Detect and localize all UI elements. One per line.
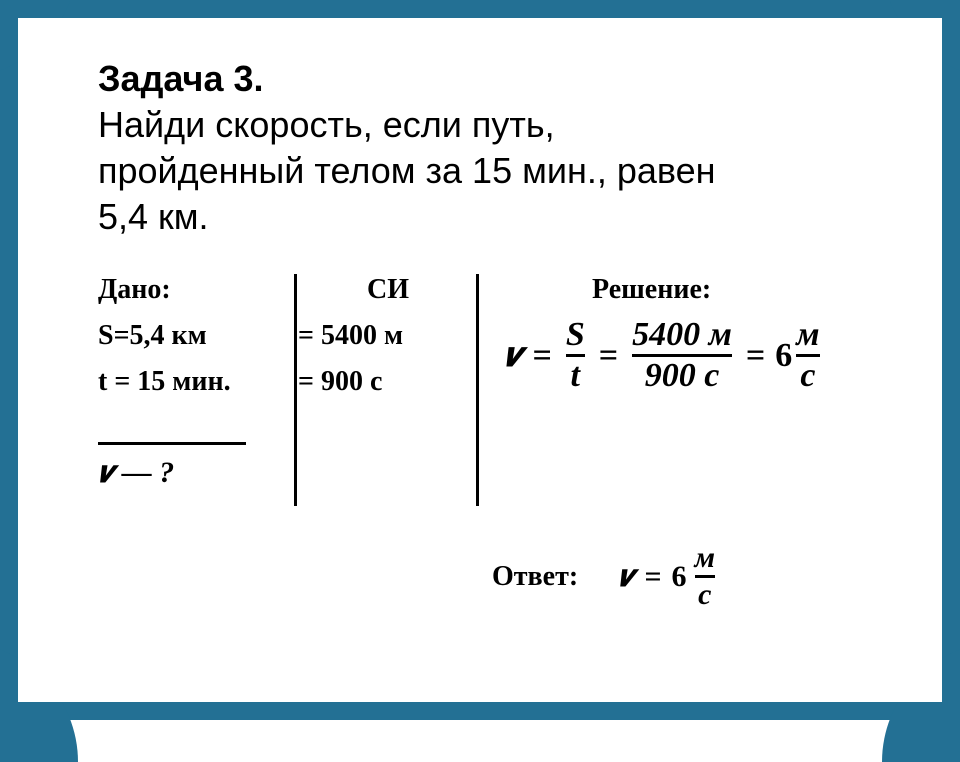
corner-cover (850, 610, 942, 702)
si-header: СИ (298, 274, 478, 306)
equals-sign: = (634, 560, 671, 594)
formula-v: 𝒗 (504, 337, 522, 375)
answer-label: Ответ: (492, 561, 578, 593)
answer-v: 𝒗 (618, 560, 634, 594)
answer-row: Ответ: 𝒗 = 6 м с (492, 543, 719, 610)
answer-formula: 𝒗 = 6 м с (618, 543, 719, 610)
fraction: S t (562, 318, 589, 393)
unit-fraction: м с (792, 318, 823, 393)
si-column: СИ = 5400 м = 900 с (298, 274, 478, 398)
equals-sign: = (522, 337, 561, 375)
si-row: = 900 с (298, 366, 478, 398)
separator-line (476, 274, 479, 506)
unit-den: с (698, 578, 711, 610)
numerator: 5400 м (632, 318, 732, 354)
slide-frame: Задача 3. Найди скорость, если путь, про… (0, 0, 960, 720)
given-header: Дано: (98, 274, 298, 306)
corner-cover (18, 18, 110, 110)
answer-coeff: 6 (672, 560, 691, 594)
numerator: S (566, 318, 585, 354)
problem-text: пройденный телом за 15 мин., равен (98, 148, 902, 194)
given-column: Дано: S=5,4 км t = 15 мин. (98, 274, 298, 398)
problem-title: Задача 3. (98, 58, 264, 99)
unit-fraction: м с (691, 543, 720, 610)
given-row: S=5,4 км (98, 320, 298, 352)
separator-line (98, 442, 246, 445)
separator-line (294, 274, 297, 506)
denominator: 900 с (645, 357, 720, 393)
equals-sign: = (736, 337, 775, 375)
unit-den: с (800, 357, 815, 393)
given-row: t = 15 мин. (98, 366, 298, 398)
denominator: t (571, 357, 580, 393)
work-area: Дано: S=5,4 км t = 15 мин. СИ = 5400 м =… (98, 274, 902, 554)
equals-sign: = (589, 337, 628, 375)
result-coeff: 6 (775, 337, 792, 375)
problem-text: Найди скорость, если путь, (98, 102, 902, 148)
fraction: 5400 м 900 с (628, 318, 736, 393)
si-row: = 5400 м (298, 320, 478, 352)
slide-card: Задача 3. Найди скорость, если путь, про… (18, 18, 942, 702)
solution-header: Решение: (592, 274, 711, 306)
unit-num: м (796, 318, 819, 354)
unit-num: м (695, 543, 716, 575)
find-row: 𝒗 — ? (98, 456, 174, 490)
problem-block: Задача 3. Найди скорость, если путь, про… (98, 56, 902, 240)
problem-text: 5,4 км. (98, 194, 902, 240)
formula: 𝒗 = S t = 5400 м 900 с = 6 м (504, 318, 824, 393)
corner-cover (18, 610, 110, 702)
